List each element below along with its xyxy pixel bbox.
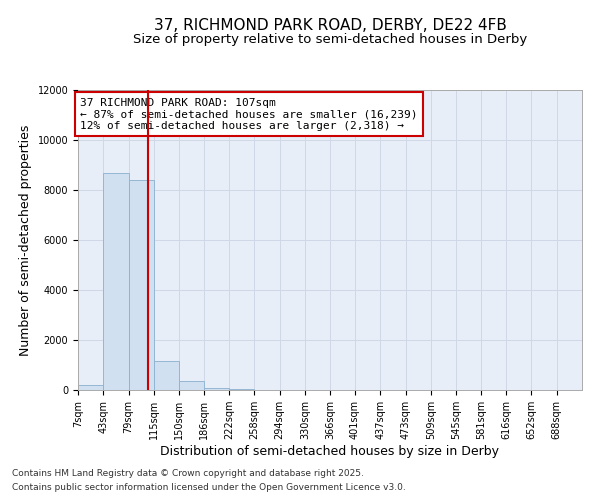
- Bar: [128, 180, 154, 390]
- Bar: [204, 388, 229, 390]
- Bar: [154, 361, 179, 390]
- Text: Contains HM Land Registry data © Crown copyright and database right 2025.: Contains HM Land Registry data © Crown c…: [12, 468, 364, 477]
- Bar: [179, 381, 204, 390]
- X-axis label: Distribution of semi-detached houses by size in Derby: Distribution of semi-detached houses by …: [161, 445, 499, 458]
- Text: 37, RICHMOND PARK ROAD, DERBY, DE22 4FB: 37, RICHMOND PARK ROAD, DERBY, DE22 4FB: [154, 18, 506, 32]
- Bar: [103, 172, 128, 390]
- Y-axis label: Number of semi-detached properties: Number of semi-detached properties: [19, 124, 32, 356]
- Bar: [229, 389, 254, 390]
- Text: 37 RICHMOND PARK ROAD: 107sqm
← 87% of semi-detached houses are smaller (16,239): 37 RICHMOND PARK ROAD: 107sqm ← 87% of s…: [80, 98, 418, 130]
- Text: Size of property relative to semi-detached houses in Derby: Size of property relative to semi-detach…: [133, 32, 527, 46]
- Text: Contains public sector information licensed under the Open Government Licence v3: Contains public sector information licen…: [12, 484, 406, 492]
- Bar: [78, 385, 103, 390]
